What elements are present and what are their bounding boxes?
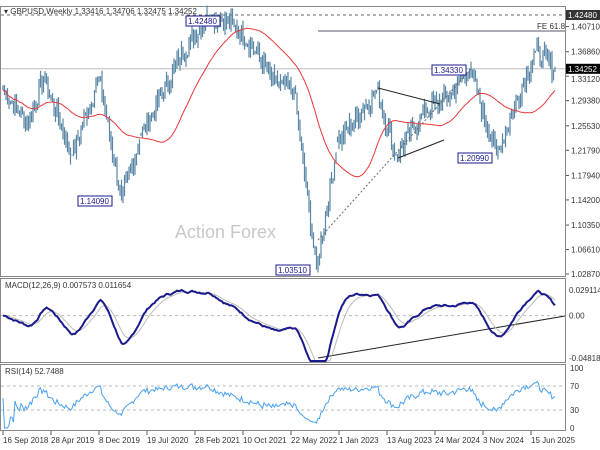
swing-label-box xyxy=(431,64,467,76)
price-tick-label: 1.36860 xyxy=(571,48,600,57)
price-tick-label: 1.33120 xyxy=(571,75,600,84)
swing-label: 1.42480 xyxy=(188,17,217,26)
swing-label: 1.20990 xyxy=(460,154,489,163)
watermark: Action Forex xyxy=(175,222,276,242)
date-tick-label: 1 Jan 2023 xyxy=(339,436,379,445)
price-tick-label: 1.21790 xyxy=(571,146,600,155)
swing-label-box xyxy=(457,152,493,164)
price-tick-label: 1.40710 xyxy=(571,23,600,32)
price-marker-label: 1.34252 xyxy=(568,65,597,74)
swing-label: 1.14090 xyxy=(80,197,109,206)
price-tick-label: 1.02870 xyxy=(571,270,600,279)
fibo-expansion-line xyxy=(317,67,473,241)
date-tick-label: 19 Jul 2020 xyxy=(147,436,189,445)
macd-tick-label: 0.00 xyxy=(569,312,585,321)
price-marker-box xyxy=(566,10,600,20)
date-tick-label: 15 Jun 2025 xyxy=(531,436,576,445)
symbol-title: ▾ GBPUSD,Weekly 1.33416 1.34706 1.32475 … xyxy=(4,7,197,16)
swing-label: 1.34330 xyxy=(434,66,463,75)
triangle-lower-line xyxy=(397,139,445,159)
rsi-tick-label: 70 xyxy=(570,382,579,391)
rsi-tick-label: 0 xyxy=(570,424,575,433)
date-tick-label: 16 Sep 2018 xyxy=(3,436,49,445)
rsi-tick-label: 100 xyxy=(570,364,584,373)
macd-line xyxy=(2,288,556,362)
main-panel xyxy=(0,6,566,277)
swing-label-box xyxy=(77,195,113,207)
moving-average-line xyxy=(2,27,556,178)
swing-label-box xyxy=(185,15,221,27)
date-tick-label: 8 Dec 2019 xyxy=(99,436,140,445)
macd-tick-label: -0.048189 xyxy=(569,354,600,363)
fe-label: FE 61.8 xyxy=(537,22,566,31)
price-marker-label: 1.42480 xyxy=(568,11,597,20)
macd-tick-label: 0.029114 xyxy=(569,286,600,295)
date-tick-label: 28 Feb 2021 xyxy=(195,436,240,445)
price-tick-label: 1.25530 xyxy=(571,122,600,131)
rsi-panel xyxy=(0,364,566,431)
date-tick-label: 24 Mar 2024 xyxy=(435,436,480,445)
swing-label: 1.03510 xyxy=(278,266,307,275)
macd-title: MACD(12,26,9) 0.007573 0.011654 xyxy=(5,281,132,290)
macd-signal-line xyxy=(2,291,556,362)
price-marker-box xyxy=(566,63,600,74)
date-tick-label: 3 Nov 2024 xyxy=(483,436,524,445)
rsi-title: RSI(14) 52.7488 xyxy=(5,367,64,376)
date-tick-label: 10 Oct 2021 xyxy=(243,436,287,445)
macd-panel xyxy=(0,278,566,363)
price-tick-label: 1.17940 xyxy=(571,171,600,180)
price-tick-label: 1.29380 xyxy=(571,97,600,106)
price-tick-label: 1.10350 xyxy=(571,221,600,230)
macd-trendline xyxy=(317,315,566,359)
rsi-line xyxy=(2,380,556,429)
swing-label-box xyxy=(275,264,311,276)
rsi-tick-label: 30 xyxy=(570,406,579,415)
price-tick-label: 1.06610 xyxy=(571,246,600,255)
date-tick-label: 28 Apr 2019 xyxy=(51,436,95,445)
date-tick-label: 13 Aug 2023 xyxy=(387,436,432,445)
price-tick-label: 1.14200 xyxy=(571,196,600,205)
triangle-upper-line xyxy=(377,87,441,105)
date-tick-label: 22 May 2022 xyxy=(291,436,338,445)
